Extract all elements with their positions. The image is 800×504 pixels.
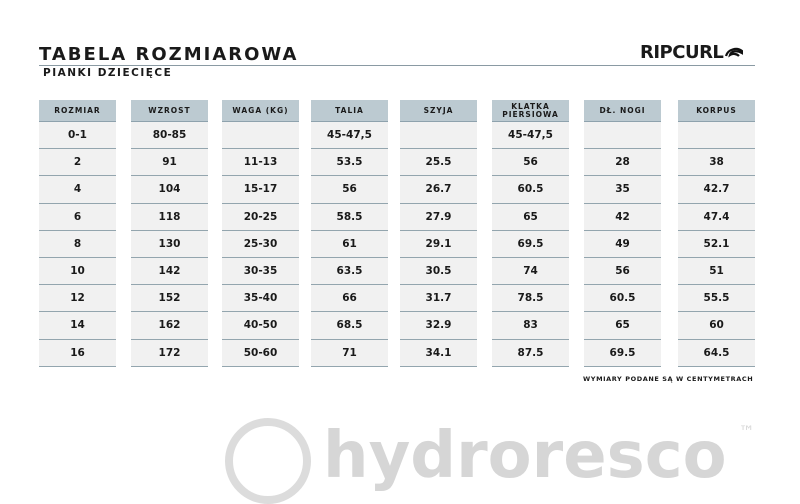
- column-header: KLATKA PIERSIOWA: [492, 100, 569, 122]
- table-cell: 104: [131, 176, 208, 204]
- table-cell: 34.1: [400, 339, 477, 367]
- column-header: TALIA: [311, 100, 388, 122]
- column-header: ROZMIAR: [39, 100, 116, 122]
- table-cell: 2: [39, 149, 116, 177]
- table-cell: 38: [678, 149, 755, 177]
- table-cell: 40-50: [222, 312, 299, 340]
- table-cell: 172: [131, 339, 208, 367]
- table-cell: 60: [678, 312, 755, 340]
- table-cell: 30.5: [400, 257, 477, 286]
- table-cell: 16: [39, 339, 116, 367]
- table-cell: 74: [492, 257, 569, 286]
- column-header: SZYJA: [400, 100, 477, 122]
- table-cell: 118: [131, 203, 208, 231]
- table-cell: 68.5: [311, 312, 388, 340]
- watermark: hydroresco ™: [225, 418, 755, 504]
- table-cell: 27.9: [400, 203, 477, 231]
- table-cell: 60.5: [492, 176, 569, 204]
- table-cell: 42.7: [678, 176, 755, 204]
- table-cell: 64.5: [678, 339, 755, 367]
- table-cell: 78.5: [492, 285, 569, 313]
- table-cell: 152: [131, 285, 208, 313]
- title-divider: [39, 65, 755, 66]
- table-cell: 65: [584, 312, 661, 340]
- table-column: ROZMIAR 0-1 2 4 6 8 10 12 14 16: [39, 100, 116, 367]
- watermark-trademark: ™: [738, 422, 755, 441]
- table-cell: 11-13: [222, 149, 299, 177]
- table-cell: [222, 122, 299, 150]
- wave-icon: [725, 47, 744, 57]
- table-cell: 15-17: [222, 176, 299, 204]
- table-cell: 53.5: [311, 149, 388, 177]
- table-cell: 69.5: [584, 339, 661, 367]
- table-cell: 58.5: [311, 203, 388, 231]
- table-column: WZROST 80-85 91 104 118 130 142 152 162 172: [131, 100, 208, 367]
- table-cell: 45-47,5: [311, 122, 388, 150]
- table-cell: 49: [584, 230, 661, 258]
- watermark-logo-icon: [225, 418, 311, 504]
- table-cell: 0-1: [39, 122, 116, 150]
- brand-logo: RIPCURL: [640, 42, 744, 63]
- column-header: KORPUS: [678, 100, 755, 122]
- table-cell: 52.1: [678, 230, 755, 258]
- table-cell: 56: [584, 257, 661, 286]
- table-cell: 32.9: [400, 312, 477, 340]
- table-cell: 42: [584, 203, 661, 231]
- table-cell: 66: [311, 285, 388, 313]
- table-column: SZYJA 25.5 26.7 27.9 29.1 30.5 31.7 32.9 34.1: [400, 100, 477, 367]
- table-cell: 31.7: [400, 285, 477, 313]
- table-cell: 61: [311, 230, 388, 258]
- table-cell: 56: [311, 176, 388, 204]
- table-cell: 10: [39, 257, 116, 286]
- table-cell: 6: [39, 203, 116, 231]
- table-cell: 25.5: [400, 149, 477, 177]
- table-column: TALIA 45-47,5 53.5 56 58.5 61 63.5 66 68.5 71: [311, 100, 388, 367]
- table-cell: 45-47,5: [492, 122, 569, 150]
- table-cell: 71: [311, 339, 388, 367]
- table-cell: 87.5: [492, 339, 569, 367]
- table-cell: [678, 122, 755, 150]
- table-cell: 28: [584, 149, 661, 177]
- table-cell: 91: [131, 149, 208, 177]
- table-cell: 56: [492, 149, 569, 177]
- table-cell: 35-40: [222, 285, 299, 313]
- table-cell: [400, 122, 477, 150]
- table-cell: 12: [39, 285, 116, 313]
- table-cell: 80-85: [131, 122, 208, 150]
- table-cell: 63.5: [311, 257, 388, 286]
- table-column: WAGA (KG) 11-13 15-17 20-25 25-30 30-35 35-40 4…: [222, 100, 299, 367]
- table-cell: 29.1: [400, 230, 477, 258]
- table-cell: 30-35: [222, 257, 299, 286]
- table-cell: 26.7: [400, 176, 477, 204]
- table-cell: 8: [39, 230, 116, 258]
- table-cell: 20-25: [222, 203, 299, 231]
- table-cell: 142: [131, 257, 208, 286]
- watermark-text: hydroresco: [323, 419, 727, 493]
- column-header: DŁ. NOGI: [584, 100, 661, 122]
- table-cell: 35: [584, 176, 661, 204]
- table-cell: 162: [131, 312, 208, 340]
- table-cell: 130: [131, 230, 208, 258]
- table-cell: 65: [492, 203, 569, 231]
- units-note: WYMIARY PODANE SĄ W CENTYMETRACH: [583, 375, 754, 383]
- table-cell: 25-30: [222, 230, 299, 258]
- table-cell: 69.5: [492, 230, 569, 258]
- page-subtitle: PIANKI DZIECIĘCE: [43, 67, 173, 79]
- table-cell: 47.4: [678, 203, 755, 231]
- table-cell: 55.5: [678, 285, 755, 313]
- brand-name: RIPCURL: [640, 42, 724, 63]
- table-cell: [584, 122, 661, 150]
- table-column: DŁ. NOGI 28 35 42 49 56 60.5 65 69.5: [584, 100, 661, 367]
- table-cell: 83: [492, 312, 569, 340]
- column-header: WAGA (KG): [222, 100, 299, 122]
- table-column: KLATKA PIERSIOWA 45-47,5 56 60.5 65 69.5 74 78.…: [492, 100, 569, 367]
- column-header: WZROST: [131, 100, 208, 122]
- table-cell: 50-60: [222, 339, 299, 367]
- table-cell: 60.5: [584, 285, 661, 313]
- table-column: KORPUS 38 42.7 47.4 52.1 51 55.5 60 64.5: [678, 100, 755, 367]
- table-cell: 14: [39, 312, 116, 340]
- table-cell: 4: [39, 176, 116, 204]
- table-cell: 51: [678, 257, 755, 286]
- page-title: TABELA ROZMIAROWA: [39, 44, 299, 65]
